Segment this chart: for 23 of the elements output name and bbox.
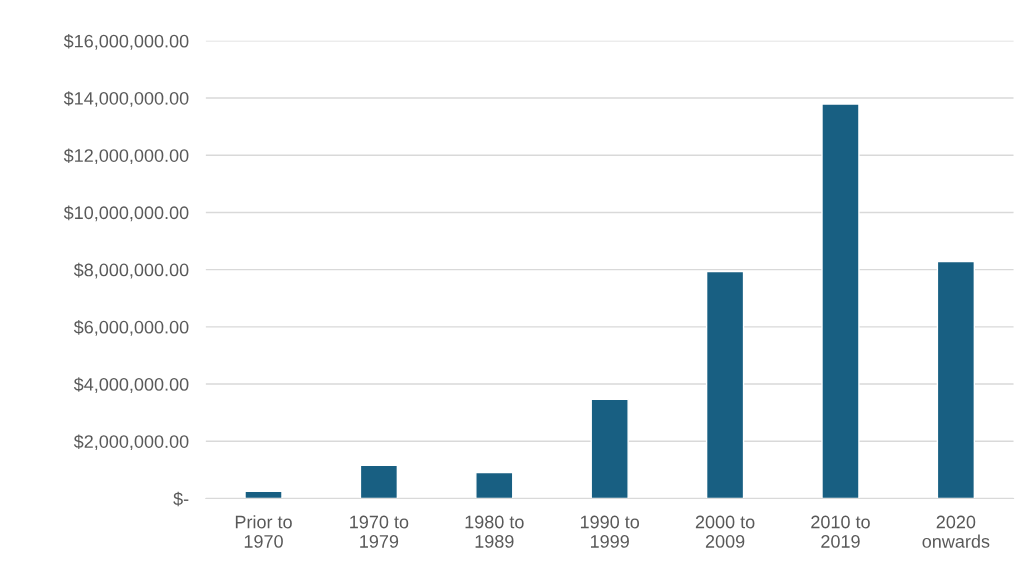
bar bbox=[359, 464, 399, 499]
y-tick-label: $10,000,000.00 bbox=[63, 205, 189, 222]
x-tick-label: 2010 to 2019 bbox=[811, 515, 870, 548]
x-tick-label: 1980 to 1989 bbox=[465, 515, 524, 548]
y-tick-label: $16,000,000.00 bbox=[63, 33, 189, 50]
bar bbox=[936, 260, 976, 499]
y-tick-label: $8,000,000.00 bbox=[73, 262, 189, 279]
y-tick-label: $2,000,000.00 bbox=[73, 434, 189, 451]
bar bbox=[475, 471, 514, 499]
bar bbox=[821, 103, 860, 499]
y-tick-label: $14,000,000.00 bbox=[63, 91, 189, 107]
bar bbox=[705, 270, 745, 499]
x-tick-label: 2000 to 2009 bbox=[695, 515, 755, 548]
y-tick-label: $4,000,000.00 bbox=[73, 377, 189, 393]
x-tick-label: 1970 to 1979 bbox=[350, 515, 409, 548]
x-tick-label: 2020 onwards bbox=[922, 515, 990, 548]
y-tick-label: $6,000,000.00 bbox=[73, 320, 189, 336]
y-tick-label: $12,000,000.00 bbox=[63, 148, 189, 165]
x-tick-label: Prior to 1970 bbox=[235, 515, 292, 548]
bar bbox=[244, 490, 283, 499]
x-tick-label: 1990 to 1999 bbox=[580, 515, 640, 548]
y-tick-label: $- bbox=[173, 491, 189, 507]
bar bbox=[590, 398, 629, 499]
